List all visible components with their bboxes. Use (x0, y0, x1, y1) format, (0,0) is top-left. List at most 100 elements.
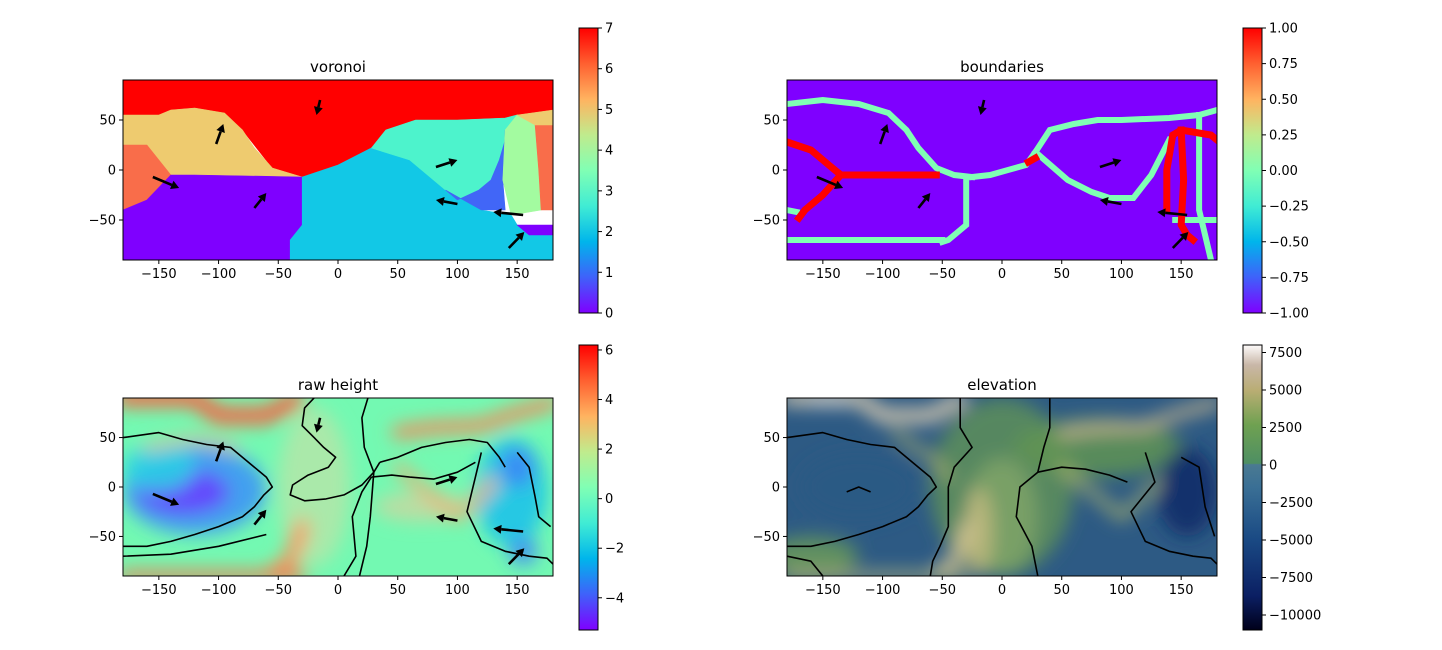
elevation-ridge (787, 398, 968, 423)
voronoi-motion-arrow-shaft (507, 236, 520, 249)
elevation-colorbar-tick-label: −7500 (1269, 571, 1313, 586)
raw-height-motion-arrow-shaft (152, 492, 173, 503)
voronoi-colorbar (578, 27, 599, 314)
boundaries-x-tick-label: −100 (865, 267, 901, 282)
raw-height-contour-line (358, 398, 375, 576)
elevation-contour-line (787, 431, 938, 548)
boundaries-panel: boundaries −150 −100 −50 0 50 100 150 −50 0 50 −1.0… (753, 22, 1309, 322)
boundaries-colorbar-tick-label: 0.00 (1269, 164, 1298, 179)
raw-height-contour-line (289, 398, 381, 502)
raw-height-contour-line (371, 461, 476, 480)
voronoi-x-tick-label: −50 (265, 267, 292, 282)
voronoi-x-tick-label: 0 (334, 267, 342, 282)
raw-height-motion-arrow-head (216, 441, 225, 451)
voronoi-colorbar-tick-label: 4 (605, 144, 613, 159)
elevation-x-tick-label: 100 (1109, 583, 1134, 598)
elevation-x-tick-label: −100 (865, 583, 901, 598)
raw-height-contour-line (466, 452, 553, 565)
boundaries-plot-area (787, 80, 1217, 260)
elevation-y-tick-label: 0 (772, 481, 780, 496)
raw-height-y-tick-label: 0 (108, 481, 116, 496)
elevation-plot-area (787, 398, 1217, 576)
elevation-field-blob (963, 487, 993, 576)
boundaries-boundary-convergent (1023, 153, 1041, 167)
voronoi-motion-arrow-head (313, 106, 323, 115)
boundaries-colorbar-tick-label: −0.25 (1269, 200, 1309, 215)
boundaries-motion-arrow-head (1099, 197, 1109, 206)
elevation-x-tick-label: 0 (998, 583, 1006, 598)
boundaries-colorbar-tick-label: 1.00 (1269, 22, 1298, 37)
boundaries-motion-arrow-head (880, 124, 889, 134)
voronoi-motion-arrow-head (170, 180, 180, 190)
boundaries-colorbar (1242, 27, 1263, 314)
voronoi-motion-arrow-shaft (152, 175, 173, 187)
boundaries-colorbar-tick-label: −1.00 (1269, 307, 1309, 322)
voronoi-region-0 (516, 224, 553, 236)
voronoi-y-tick-label: 50 (99, 114, 116, 129)
raw-height-contour-line (123, 431, 274, 548)
voronoi-colorbar-tick-label: 2 (605, 225, 613, 240)
voronoi-motion-arrow-shaft (435, 161, 451, 169)
boundaries-boundary-transform (787, 206, 801, 216)
boundaries-y-tick-label: 0 (772, 164, 780, 179)
boundaries-motion-arrow-shaft (1165, 211, 1188, 217)
raw-height-x-tick-label: 150 (505, 583, 530, 598)
raw-height-ridge (123, 398, 305, 424)
elevation-colorbar-tick-label: −2500 (1269, 496, 1313, 511)
voronoi-motion-arrow-shaft (214, 131, 222, 145)
raw-height-colorbar-tick-label: −2 (605, 542, 624, 557)
voronoi-motion-arrow-head (216, 124, 225, 134)
raw-height-motion-arrow-head (435, 513, 445, 523)
boundaries-boundary-convergent (787, 138, 940, 179)
voronoi-motion-arrow-head (515, 232, 525, 241)
voronoi-colorbar-tick-label: 5 (605, 103, 613, 118)
elevation-contour-line (1037, 466, 1128, 483)
raw-height-x-tick-label: −50 (265, 583, 292, 598)
voronoi-plot-area (123, 80, 553, 260)
raw-height-field-blob (123, 442, 195, 492)
voronoi-colorbar-tick-label: 0 (605, 307, 613, 322)
raw-height-colorbar-tick-label: −4 (605, 591, 624, 606)
raw-height-colorbar (578, 344, 599, 631)
elevation-x-tick-label: −150 (805, 583, 841, 598)
raw-height-panel: raw height −150 −100 −50 0 50 100 150 −50 0 50 −4 −2… (89, 343, 624, 631)
raw-height-colorbar-tick-label: 0 (605, 492, 613, 507)
elevation-y-tick-label: 50 (763, 431, 780, 446)
elevation-colorbar-tick-label: 7500 (1269, 346, 1302, 361)
elevation-title: elevation (967, 376, 1036, 394)
raw-height-colorbar-tick-label: 6 (605, 343, 613, 358)
raw-height-plot-area (123, 398, 553, 576)
raw-height-motion-arrow-head (515, 548, 525, 558)
raw-height-colorbar-tick-label: 2 (605, 443, 613, 458)
boundaries-boundary-transform (1031, 135, 1174, 201)
raw-height-x-tick-label: −150 (141, 583, 177, 598)
raw-height-x-tick-label: 0 (334, 583, 342, 598)
voronoi-motion-arrow-shaft (501, 211, 524, 217)
boundaries-boundary-convergent (1163, 126, 1217, 214)
raw-height-motion-arrow-shaft (443, 516, 458, 522)
elevation-x-tick-label: 150 (1169, 583, 1194, 598)
voronoi-colorbar-tick-label: 6 (605, 62, 613, 77)
raw-height-contour-line (123, 533, 267, 557)
raw-height-ridge (265, 519, 310, 576)
raw-height-contour-line (343, 476, 373, 576)
elevation-contour-line (929, 398, 973, 576)
voronoi-motion-arrow-head (448, 158, 458, 167)
voronoi-y-tick-label: −50 (89, 214, 116, 229)
elevation-ridge (930, 520, 973, 576)
voronoi-title: voronoi (310, 58, 366, 76)
elevation-contour-line (787, 555, 824, 576)
raw-height-x-tick-label: −100 (201, 583, 237, 598)
elevation-contour-line (1180, 456, 1216, 537)
raw-height-motion-arrow-head (493, 524, 502, 534)
raw-height-field-blob (500, 447, 534, 487)
elevation-colorbar-tick-label: −10000 (1269, 609, 1321, 624)
elevation-field-blob (1157, 447, 1217, 537)
boundaries-motion-arrow-shaft (1171, 236, 1184, 249)
boundaries-x-tick-label: 150 (1169, 267, 1194, 282)
raw-height-motion-arrow-head (257, 509, 267, 519)
voronoi-panel: voronoi −150 −100 −50 0 50 100 150 −50 0 50 0 1 2 3 4 5 6… (89, 22, 614, 322)
raw-height-colorbar-tick-label: 4 (605, 393, 613, 408)
boundaries-motion-arrow-head (977, 106, 987, 115)
